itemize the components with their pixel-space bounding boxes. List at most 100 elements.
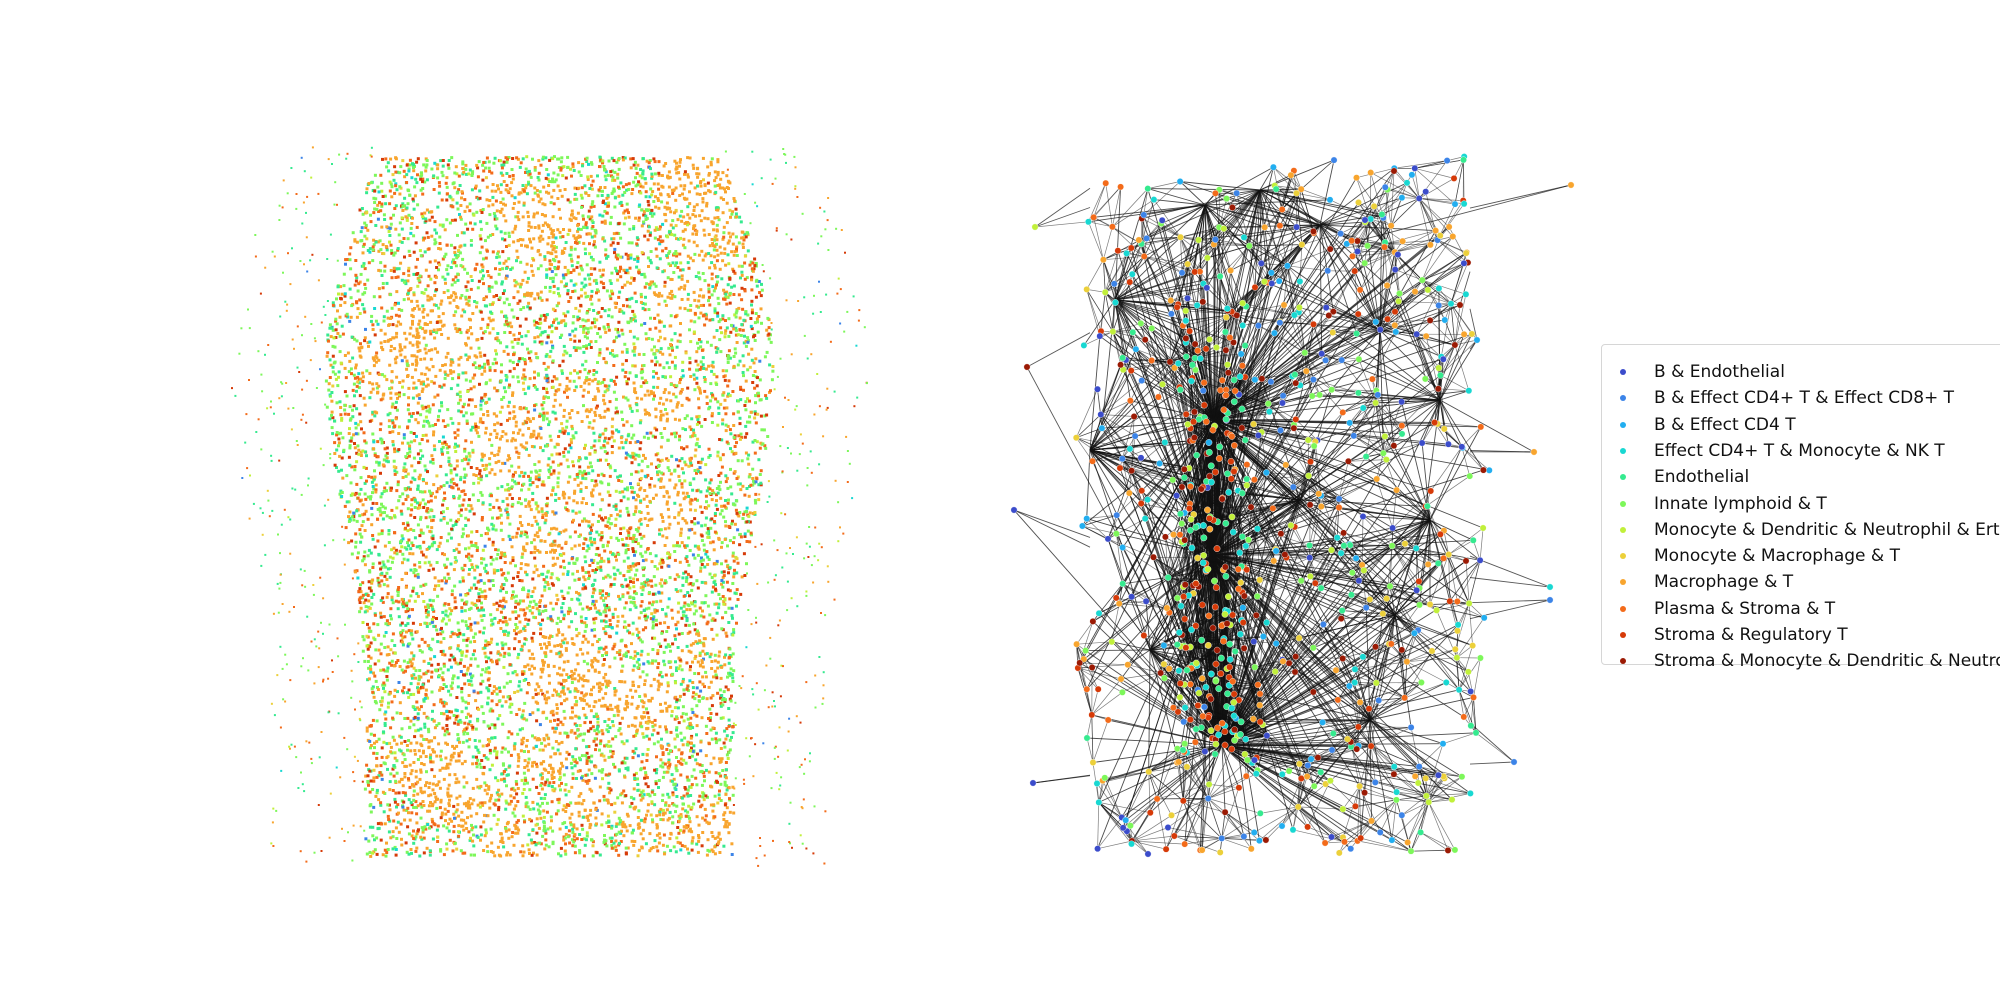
cell-point [680, 716, 683, 719]
cell-point [567, 570, 570, 573]
cell-point [711, 498, 714, 501]
cell-point [592, 591, 595, 594]
cell-point [440, 536, 443, 539]
cell-point [451, 219, 454, 222]
cell-point [679, 322, 682, 325]
cell-point [426, 847, 429, 850]
cell-point [341, 293, 344, 296]
cell-point [656, 849, 659, 852]
cell-point [515, 632, 518, 635]
cell-point [429, 408, 432, 411]
cell-point [481, 266, 484, 269]
cell-point [633, 313, 636, 316]
cell-point [473, 640, 476, 643]
cell-point [660, 446, 663, 449]
cell-point [432, 535, 435, 538]
cell-point [541, 213, 544, 216]
cell-point [386, 584, 389, 587]
cell-point [453, 246, 456, 249]
cell-point [746, 487, 749, 490]
cell-point [663, 325, 666, 328]
cell-point [390, 345, 393, 348]
cell-point [462, 414, 465, 417]
cell-point [650, 585, 653, 588]
cell-point [740, 271, 743, 274]
cell-point [480, 459, 483, 462]
cell-point [523, 202, 526, 205]
cell-point [568, 829, 571, 832]
cell-point [648, 287, 651, 290]
cell-point [621, 585, 624, 588]
cell-point [529, 713, 532, 716]
cell-point [586, 226, 589, 229]
cell-point [684, 571, 687, 574]
cell-point [579, 490, 582, 493]
cell-point [352, 433, 355, 436]
cell-point [734, 470, 737, 473]
cell-point [511, 536, 514, 539]
cell-point [502, 214, 505, 217]
cell-point [522, 215, 525, 218]
cell-point [637, 754, 640, 757]
cell-point [399, 353, 402, 356]
cell-point [391, 370, 394, 373]
cell-point [707, 288, 710, 291]
cell-point [483, 370, 486, 373]
cell-point [356, 520, 359, 523]
cell-point [475, 211, 478, 214]
cell-point [605, 178, 608, 181]
cell-point [629, 580, 632, 583]
cell-point [530, 508, 533, 511]
cell-point [614, 267, 617, 270]
cell-point [570, 762, 573, 765]
cell-point [722, 453, 725, 456]
cell-point [611, 626, 614, 629]
cell-point [621, 369, 624, 372]
cell-point [644, 695, 647, 698]
cell-point [686, 492, 689, 495]
cell-point [621, 538, 624, 541]
cell-point [436, 490, 439, 493]
cell-point [686, 618, 689, 621]
cell-point [369, 665, 372, 668]
cell-point [452, 291, 455, 294]
cell-point [588, 370, 591, 373]
cell-point [617, 331, 620, 334]
cell-point [532, 778, 535, 781]
cell-point [650, 684, 653, 687]
cell-point [499, 438, 502, 441]
cell-point [648, 832, 651, 835]
cell-point [522, 547, 525, 550]
cell-point [410, 176, 413, 179]
cell-point [598, 214, 601, 217]
cell-point [748, 415, 751, 418]
cell-point [590, 303, 593, 306]
cell-point [738, 265, 741, 268]
cell-point [602, 663, 605, 666]
cell-point [360, 488, 363, 491]
cell-point [483, 354, 486, 357]
cell-point [719, 178, 722, 181]
cell-point [584, 252, 587, 255]
cell-point [617, 321, 620, 324]
cell-point [761, 289, 764, 292]
cell-point [612, 613, 615, 616]
cell-point [526, 305, 529, 308]
cell-point [643, 353, 646, 356]
cell-point [378, 562, 381, 565]
cell-point [731, 520, 734, 523]
cell-point [579, 325, 582, 328]
cell-point [412, 529, 415, 532]
cell-point [640, 582, 643, 585]
cell-point [732, 628, 735, 631]
cell-point [366, 279, 369, 282]
cell-point [632, 596, 635, 599]
cell-point [633, 258, 636, 261]
cell-point [413, 185, 416, 188]
cell-point [630, 796, 633, 799]
cell-point [398, 425, 401, 428]
cell-point [442, 165, 445, 168]
cell-point [695, 579, 698, 582]
cell-point [426, 209, 429, 212]
cell-point [545, 844, 548, 847]
